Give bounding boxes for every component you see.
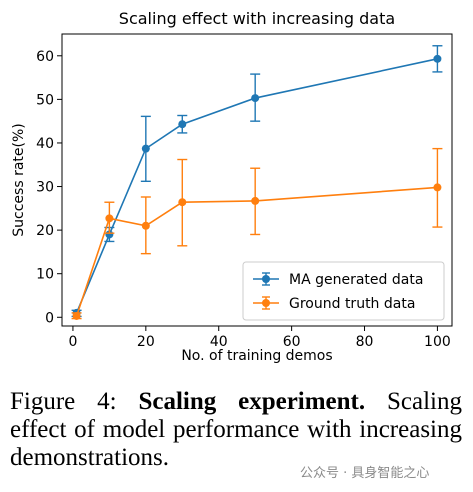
chart-title: Scaling effect with increasing data <box>119 9 395 28</box>
y-tick-label-3: 30 <box>36 180 54 196</box>
caption-label: Figure 4: <box>10 388 117 415</box>
scaling-chart: Scaling effect with increasing data 0 20 4… <box>11 9 453 364</box>
legend: MA generated data Ground truth data <box>242 261 445 321</box>
x-tick-label-0: 0 <box>68 334 77 350</box>
caption-text: Scaling effect of model performance with… <box>10 388 462 471</box>
data-point-1-1 <box>105 214 114 223</box>
legend-label-0: MA generated data <box>289 272 423 288</box>
legend-label-1: Ground truth data <box>289 296 415 312</box>
legend-box <box>242 261 445 321</box>
x-tick-label-2: 40 <box>210 334 228 350</box>
x-tick-label-1: 20 <box>137 334 155 350</box>
data-point-0-4 <box>251 94 260 103</box>
plot-area <box>71 45 443 320</box>
data-point-1-4 <box>251 196 260 205</box>
data-point-1-0 <box>72 311 81 320</box>
caption-bold: Scaling experiment. <box>138 388 366 415</box>
data-point-0-2 <box>141 144 150 153</box>
data-point-0-3 <box>178 120 187 129</box>
watermark: 公众号 · 具身智能之心 <box>300 462 430 481</box>
data-point-0-5 <box>433 54 442 63</box>
x-axis-label: No. of training demos <box>181 348 332 364</box>
data-point-1-5 <box>433 183 442 192</box>
data-point-1-3 <box>178 198 187 207</box>
x-tick-label-4: 80 <box>356 334 374 350</box>
y-tick-label-1: 10 <box>36 267 54 283</box>
y-tick-label-2: 20 <box>36 223 54 239</box>
y-tick-label-4: 40 <box>36 136 54 152</box>
y-tick-label-6: 60 <box>36 49 54 65</box>
y-tick-label-0: 0 <box>45 310 54 326</box>
x-tick-label-5: 100 <box>424 334 451 350</box>
series-1 <box>71 147 443 320</box>
series-line-0 <box>75 58 438 314</box>
figure-caption: Figure 4: Scaling experiment. Scaling ef… <box>10 388 462 472</box>
x-tick-label-3: 60 <box>283 334 301 350</box>
y-axis-label: Success rate(%) <box>11 123 27 236</box>
data-point-1-2 <box>141 221 150 230</box>
plot-frame <box>61 33 453 327</box>
y-tick-label-5: 50 <box>36 92 54 108</box>
legend-marker-0 <box>262 275 270 283</box>
axes: 0 20 40 60 80 100 0 10 20 30 40 50 60 <box>36 33 453 350</box>
legend-marker-1 <box>262 299 270 307</box>
series-line-1 <box>75 186 438 317</box>
